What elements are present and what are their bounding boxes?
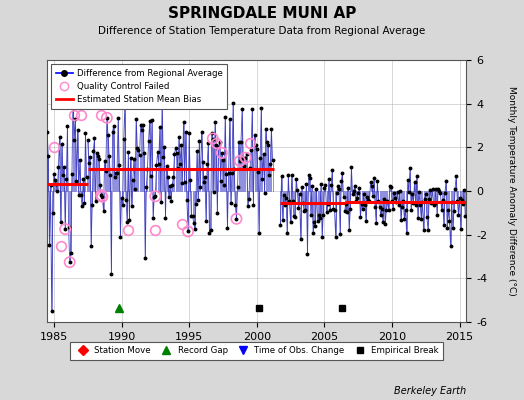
Point	[98, 194, 106, 200]
Point	[103, 115, 111, 121]
Legend: Difference from Regional Average, Quality Control Failed, Estimated Station Mean: Difference from Regional Average, Qualit…	[51, 64, 227, 108]
Point	[209, 135, 217, 142]
Text: Berkeley Earth: Berkeley Earth	[394, 386, 466, 396]
Point	[151, 193, 159, 200]
Point	[232, 216, 241, 222]
Text: Difference of Station Temperature Data from Regional Average: Difference of Station Temperature Data f…	[99, 26, 425, 36]
Point	[61, 226, 69, 232]
Point	[217, 150, 226, 156]
Point	[97, 192, 105, 198]
Point	[184, 228, 192, 235]
Point	[66, 259, 74, 265]
Text: SPRINGDALE MUNI AP: SPRINGDALE MUNI AP	[168, 6, 356, 21]
Point	[236, 158, 244, 164]
Point	[241, 154, 249, 161]
Y-axis label: Monthly Temperature Anomaly Difference (°C): Monthly Temperature Anomaly Difference (…	[507, 86, 516, 296]
